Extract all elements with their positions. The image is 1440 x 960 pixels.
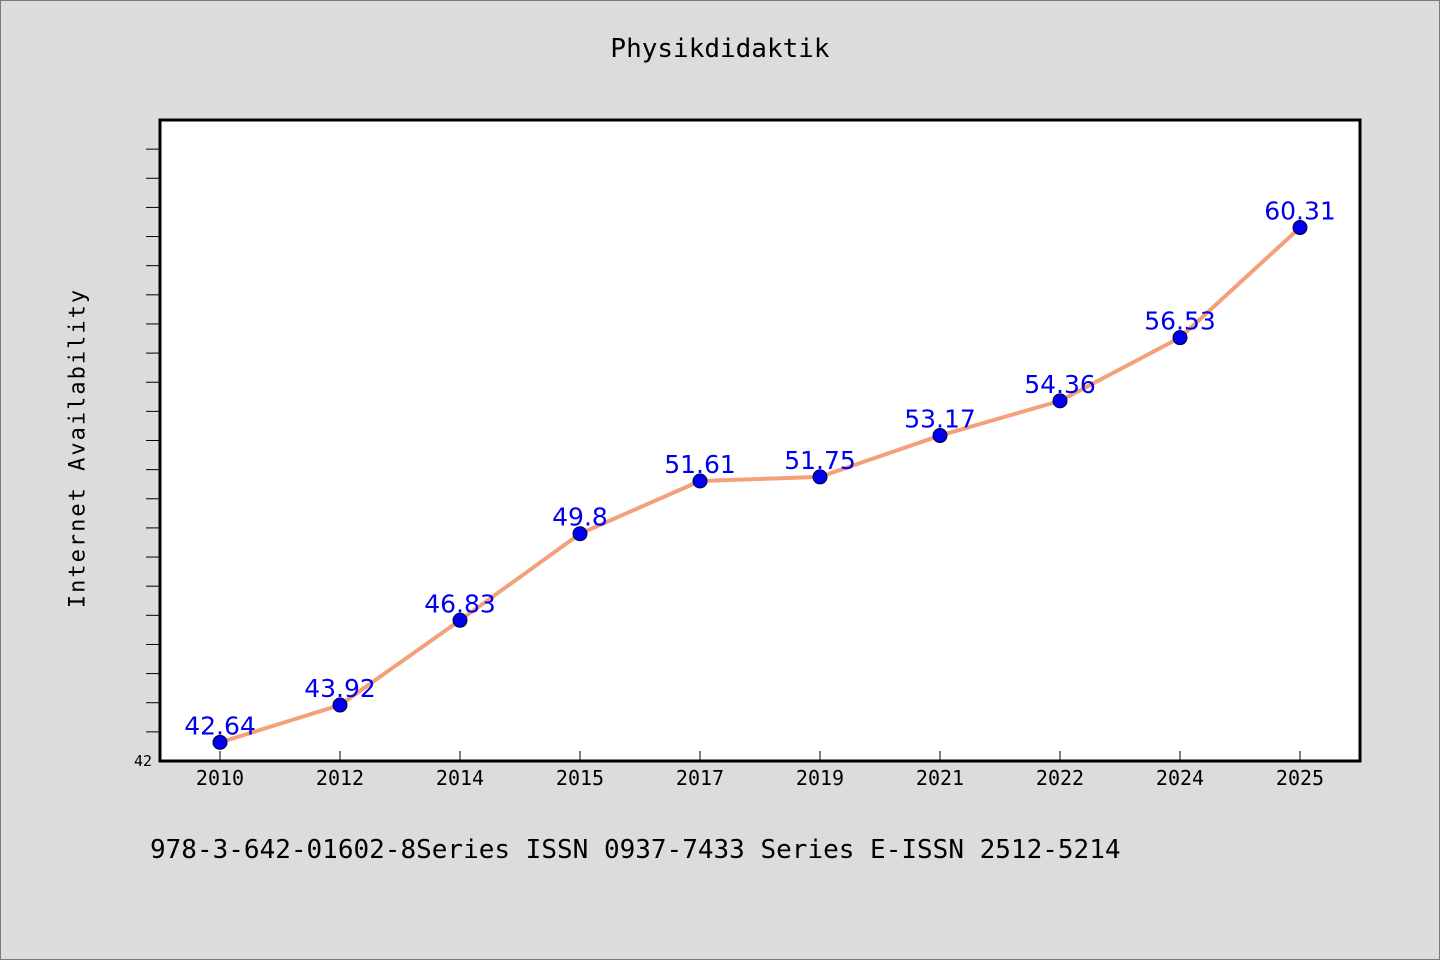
data-point	[452, 612, 468, 628]
footer-isbn-issn: 978-3-642-01602-8Series ISSN 0937-7433 S…	[150, 835, 1121, 865]
data-label: 60.31	[1264, 197, 1336, 226]
x-tick-label: 2014	[436, 766, 484, 790]
x-tick-label: 2010	[196, 766, 244, 790]
data-point	[932, 428, 948, 444]
series-line-group	[218, 225, 1302, 745]
data-label: 46.83	[424, 589, 496, 618]
x-tick-label: 2024	[1156, 766, 1204, 790]
data-point	[332, 697, 348, 713]
series-line	[218, 225, 1302, 745]
data-label: 42.64	[184, 711, 256, 740]
data-point	[812, 469, 828, 485]
data-point	[1052, 393, 1068, 409]
y-axis-ticks: 42	[134, 148, 160, 770]
x-tick-label: 2015	[556, 766, 604, 790]
data-point	[692, 473, 708, 489]
data-point	[1172, 330, 1188, 346]
x-tick-label: 2021	[916, 766, 964, 790]
data-label: 51.61	[664, 450, 736, 479]
data-label: 43.92	[304, 674, 376, 703]
x-tick-label: 2022	[1036, 766, 1084, 790]
data-point	[1292, 220, 1308, 236]
chart-title: Physikdidaktik	[610, 34, 830, 64]
data-label: 53.17	[904, 405, 976, 434]
x-tick-label: 2025	[1276, 766, 1324, 790]
data-labels: 42.64 43.92 46.83 49.8 51.61 51.75 53.17 54.36 5…	[184, 197, 1336, 741]
x-axis-ticks: 2010 2012 2014 2015 2017 2019 2021 2022 2024 2025	[196, 751, 1324, 790]
data-label: 54.36	[1024, 370, 1096, 399]
y-tick-label: 42	[134, 752, 152, 770]
x-tick-label: 2019	[796, 766, 844, 790]
plot-area	[158, 118, 1362, 763]
data-points	[212, 220, 1308, 750]
data-label: 49.8	[552, 503, 608, 532]
x-tick-label: 2012	[316, 766, 364, 790]
data-point	[212, 734, 228, 750]
data-point	[572, 526, 588, 542]
x-tick-label: 2017	[676, 766, 724, 790]
data-label: 51.75	[784, 446, 856, 475]
data-label: 56.53	[1144, 307, 1216, 336]
